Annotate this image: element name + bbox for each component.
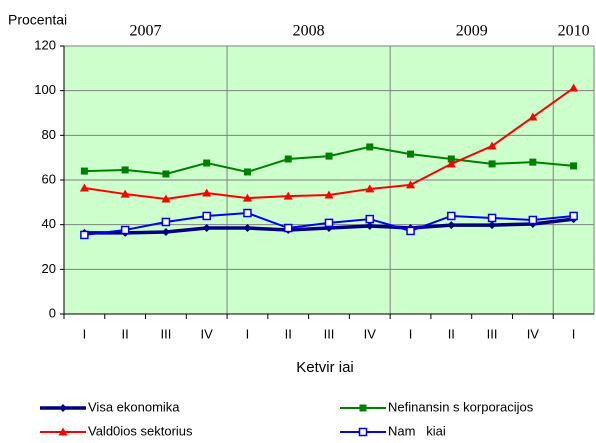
y-tick-label: 0 xyxy=(49,305,56,320)
data-point xyxy=(447,211,456,221)
data-point xyxy=(569,83,579,92)
legend-label: Nefinansin s korporacijos xyxy=(388,399,534,414)
x-tick-label: I xyxy=(572,326,576,341)
legend-label: Vald0ios sektorius xyxy=(88,423,193,438)
data-point xyxy=(202,188,212,197)
legend-marker xyxy=(59,404,67,412)
data-point xyxy=(161,194,171,203)
x-tick-label: I xyxy=(83,326,87,341)
data-point xyxy=(406,180,416,189)
y-tick-label: 60 xyxy=(42,171,56,186)
y-tick-label: 80 xyxy=(42,127,56,142)
data-point xyxy=(529,158,537,166)
x-tick-label: III xyxy=(161,326,172,341)
data-point xyxy=(161,228,170,237)
legend-marker xyxy=(58,427,68,436)
data-point xyxy=(325,152,333,160)
data-point xyxy=(79,183,89,192)
data-point xyxy=(283,223,293,233)
data-point xyxy=(243,224,252,233)
year-label: 2009 xyxy=(456,23,488,40)
x-tick-label: I xyxy=(246,326,250,341)
data-point xyxy=(365,184,375,193)
x-tick-label: IV xyxy=(364,326,377,341)
y-tick-label: 120 xyxy=(34,37,56,52)
data-point xyxy=(487,213,497,223)
data-point xyxy=(324,190,334,199)
data-point xyxy=(80,230,89,240)
data-point xyxy=(120,189,130,198)
x-axis-label: Ketvir iai xyxy=(296,359,354,376)
x-tick-label: IV xyxy=(201,326,214,341)
data-point xyxy=(324,218,334,228)
data-point xyxy=(447,221,456,230)
x-tick-label: III xyxy=(487,326,498,341)
data-point xyxy=(202,224,211,233)
y-axis-label: Procentai xyxy=(8,12,67,28)
data-point xyxy=(446,159,456,168)
y-tick-label: 40 xyxy=(42,216,56,231)
data-point xyxy=(202,211,211,221)
data-point xyxy=(488,160,496,168)
legend-label: Nam kiai xyxy=(388,423,446,438)
x-tick-label: II xyxy=(448,326,455,341)
data-point xyxy=(162,170,170,178)
legend-marker xyxy=(358,427,368,437)
data-point xyxy=(120,225,130,235)
data-point xyxy=(528,215,538,225)
data-point xyxy=(80,167,88,175)
y-tick-label: 100 xyxy=(34,82,56,97)
data-point xyxy=(487,141,497,150)
data-point xyxy=(488,221,497,230)
data-point xyxy=(365,222,374,231)
data-point xyxy=(121,166,129,174)
data-point xyxy=(284,155,292,163)
data-point xyxy=(243,208,252,218)
x-tick-label: II xyxy=(285,326,292,341)
x-tick-label: I xyxy=(409,326,413,341)
data-point xyxy=(242,193,252,202)
x-tick-label: II xyxy=(122,326,129,341)
data-point xyxy=(161,217,171,227)
data-point xyxy=(406,226,415,236)
x-tick-label: III xyxy=(324,326,335,341)
data-point xyxy=(570,162,578,170)
year-label: 2010 xyxy=(558,23,590,40)
legend-label: Visa ekonomika xyxy=(88,399,180,414)
legend-marker xyxy=(359,404,367,412)
year-label: 2007 xyxy=(130,23,162,40)
data-point xyxy=(366,143,374,151)
year-label: 2008 xyxy=(293,23,325,40)
y-tick-label: 20 xyxy=(42,261,56,276)
data-point xyxy=(283,191,293,200)
data-point xyxy=(243,168,251,176)
data-point xyxy=(407,150,415,158)
data-point xyxy=(365,214,375,224)
data-point xyxy=(528,112,538,121)
x-tick-label: IV xyxy=(527,326,540,341)
data-point xyxy=(569,211,578,221)
data-point xyxy=(447,155,455,163)
data-point xyxy=(203,159,211,167)
